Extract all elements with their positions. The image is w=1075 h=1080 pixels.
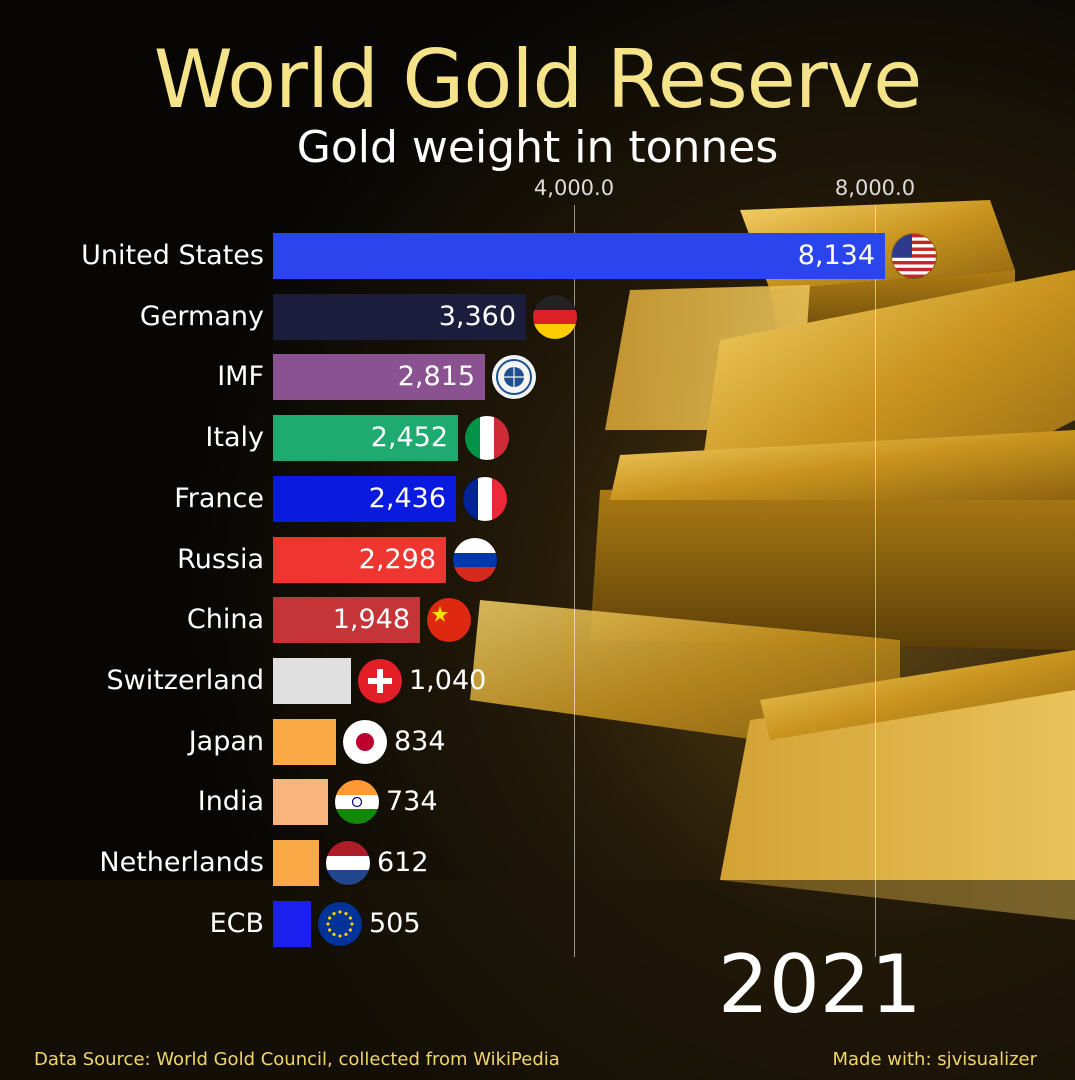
category-label: Italy: [205, 422, 264, 453]
x-tick-label: 4,000.0: [533, 176, 615, 200]
imf-logo-icon: [492, 355, 536, 399]
bar: [273, 840, 319, 886]
bar-value-label: 2,298: [358, 544, 436, 575]
bar-value-label: 505: [369, 908, 421, 939]
eu-flag-icon: [318, 902, 362, 946]
bar: [273, 233, 885, 279]
bar: [273, 719, 336, 765]
category-label: Japan: [188, 726, 264, 757]
us-flag-icon: [892, 234, 936, 278]
bar-value-label: 612: [377, 847, 429, 878]
bar-value-label: 1,948: [332, 604, 410, 635]
category-label: France: [174, 483, 264, 514]
gridline-8000: [875, 205, 876, 957]
japan-flag-icon: [343, 720, 387, 764]
category-label: ECB: [209, 908, 264, 939]
bar: [273, 354, 485, 400]
data-source-note: Data Source: World Gold Council, collect…: [34, 1049, 560, 1070]
india-flag-icon: [335, 780, 379, 824]
bar: [273, 476, 456, 522]
category-label: Netherlands: [99, 847, 264, 878]
bar: [273, 779, 328, 825]
year-label: 2021: [718, 938, 922, 1031]
bar: [273, 537, 446, 583]
bar-value-label: 834: [394, 726, 446, 757]
category-label: Switzerland: [106, 665, 265, 696]
bar-value-label: 2,815: [397, 361, 475, 392]
category-label: India: [197, 786, 264, 817]
china-flag-icon: [427, 598, 471, 642]
bar: [273, 597, 420, 643]
category-label: IMF: [217, 361, 264, 392]
bar: [273, 294, 526, 340]
category-label: Germany: [139, 301, 264, 332]
chart-subtitle: Gold weight in tonnes: [296, 122, 779, 173]
netherlands-flag-icon: [326, 841, 370, 885]
bar-value-label: 2,436: [368, 483, 446, 514]
bar-value-label: 3,360: [438, 301, 516, 332]
bar-value-label: 734: [386, 786, 438, 817]
russia-flag-icon: [453, 538, 497, 582]
france-flag-icon: [463, 477, 507, 521]
category-label: Russia: [177, 544, 264, 575]
x-tick-label: 8,000.0: [834, 176, 916, 200]
category-label: China: [186, 604, 264, 635]
germany-flag-icon: [533, 295, 577, 339]
chart-title: World Gold Reserve: [153, 33, 923, 126]
category-label: United States: [81, 240, 264, 271]
bar: [273, 658, 351, 704]
bar-value-label: 8,134: [797, 240, 875, 271]
bar: [273, 415, 458, 461]
made-with-credit: Made with: sjvisualizer: [832, 1049, 1037, 1070]
bar-value-label: 1,040: [409, 665, 487, 696]
bar: [273, 901, 311, 947]
gridline-4000: [574, 205, 575, 957]
bar-value-label: 2,452: [370, 422, 448, 453]
italy-flag-icon: [465, 416, 509, 460]
switzerland-flag-icon: [358, 659, 402, 703]
